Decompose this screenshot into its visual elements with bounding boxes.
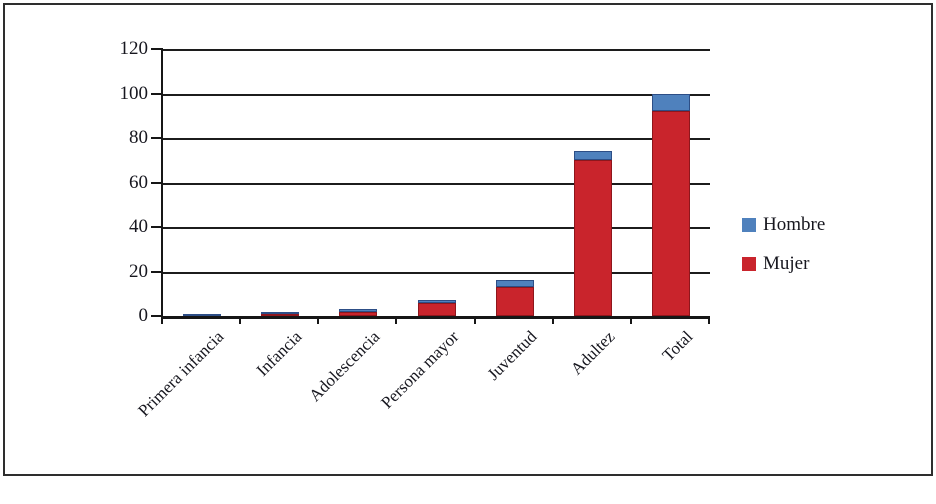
bar-segment-hombre — [339, 309, 378, 312]
legend-item-hombre: Hombre — [742, 212, 825, 238]
legend-label-mujer: Mujer — [763, 253, 810, 274]
y-axis-tick — [151, 181, 163, 184]
x-axis-tick — [395, 317, 398, 324]
bar-segment-hombre — [495, 280, 534, 288]
legend: Hombre Mujer — [742, 212, 825, 290]
y-axis-tick — [151, 315, 163, 317]
y-axis-tick — [151, 48, 163, 50]
y-axis-tick — [151, 270, 163, 273]
mujer-series-swatch-icon — [742, 257, 756, 271]
x-axis-tick — [473, 317, 476, 324]
bar-segment-mujer — [495, 287, 534, 316]
bar-segment-hombre — [183, 313, 222, 316]
legend-label-hombre: Hombre — [763, 214, 826, 235]
plot-area — [161, 49, 710, 319]
x-axis-tick — [708, 317, 710, 324]
y-axis-tick-label: 80 — [129, 127, 148, 148]
x-axis-tick — [551, 317, 554, 324]
y-axis-tick-label: 100 — [119, 82, 149, 104]
x-axis-tick — [239, 317, 242, 324]
bar-segment-hombre — [573, 151, 612, 161]
gridline — [163, 49, 710, 51]
y-axis-tick — [151, 137, 163, 139]
y-axis-tick-label: 120 — [119, 38, 149, 59]
y-axis-tick — [151, 226, 163, 228]
gridline — [163, 182, 710, 185]
bar-segment-mujer — [417, 302, 456, 316]
y-axis-tick-label: 0 — [138, 305, 149, 326]
y-axis-tick-label: 60 — [129, 171, 148, 193]
stacked-bar-chart: Hombre Mujer 0 20 40 60 80 100 120 Primera infa… — [3, 3, 933, 476]
figure-border — [3, 3, 933, 476]
bar-segment-mujer — [651, 111, 690, 316]
bar-segment-hombre — [417, 300, 456, 303]
gridline — [163, 271, 710, 274]
gridline — [163, 227, 710, 229]
y-axis-tick-label: 40 — [129, 216, 148, 237]
x-axis-tick — [161, 317, 163, 324]
y-axis-tick-label: 20 — [129, 260, 148, 282]
bar-segment-hombre — [651, 93, 690, 112]
y-axis-tick — [151, 92, 163, 95]
x-axis-tick — [317, 317, 320, 324]
bar-segment-mujer — [339, 311, 378, 316]
gridline — [163, 93, 710, 96]
bar-segment-mujer — [573, 160, 612, 316]
x-axis-tick — [629, 317, 632, 324]
bar-segment-hombre — [261, 311, 300, 314]
bar-segment-mujer — [261, 313, 300, 316]
hombre-series-swatch-icon — [742, 218, 756, 232]
legend-item-mujer: Mujer — [742, 251, 825, 277]
gridline — [163, 138, 710, 140]
